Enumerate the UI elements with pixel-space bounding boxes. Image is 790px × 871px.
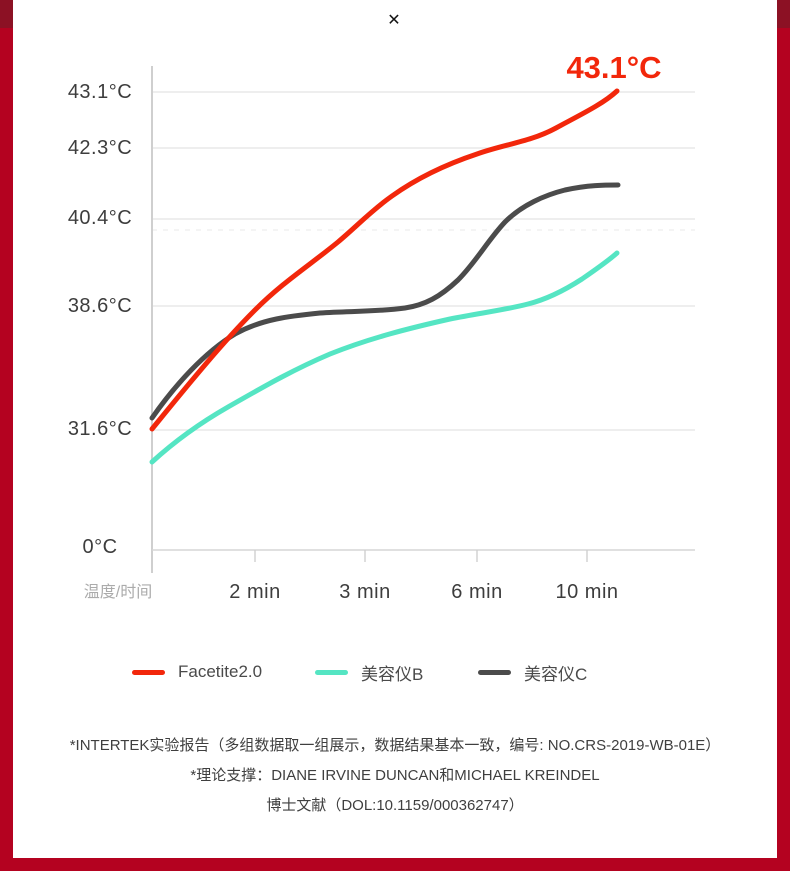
frame-right-border [777,0,790,858]
footnote-line: *理论支撑：DIANE IRVINE DUNCAN和MICHAEL KREIND… [190,767,600,784]
frame-left-border [0,0,13,858]
peak-temperature-annotation: 43.1°C [566,50,662,85]
series-line-meirongyi-b [149,250,620,465]
legend-item-meirongyi-c: 美容仪C [478,662,588,684]
footnote-line: *INTERTEK实验报告（多组数据取一组展示，数据结果基本一致，编号: NO.… [69,737,721,754]
legend-label: Facetite2.0 [178,662,263,681]
y-tick-label: 0°C [82,536,118,558]
x-tick-label: 3 min [339,581,391,603]
legend-label: 美容仪C [524,664,588,684]
legend-item-meirongyi-b: 美容仪B [315,662,424,684]
legend-label: 美容仪B [361,664,424,684]
frame-bottom-bar [0,858,790,871]
axis-title: 温度/时间 [83,584,153,601]
y-tick-label: 31.6°C [67,418,133,440]
x-axis-ticks [254,550,588,562]
series-line-meirongyi-c [149,182,621,421]
legend-item-facetite: Facetite2.0 [132,662,262,682]
x-tick-label: 10 min [555,581,619,603]
close-icon[interactable]: ✕ [387,12,401,29]
y-tick-label: 40.4°C [67,207,133,229]
legend-swatch-red [132,669,165,675]
legend-swatch-gray [478,669,511,675]
footnote-line: 博士文献（DOL:10.1159/000362747） [266,797,524,814]
series-line-facetite [149,88,620,432]
footnotes: *INTERTEK实验报告（多组数据取一组展示，数据结果基本一致，编号: NO.… [13,731,777,821]
y-tick-label: 43.1°C [67,81,133,103]
x-tick-label: 6 min [451,581,503,603]
y-tick-label: 42.3°C [67,137,133,159]
x-tick-label: 2 min [229,581,281,603]
gridlines [152,91,695,431]
legend-swatch-mint [315,669,348,675]
frame-right-border-dark-top [777,0,790,28]
frame-left-border-dark-top [0,0,13,28]
y-tick-label: 38.6°C [67,295,133,317]
